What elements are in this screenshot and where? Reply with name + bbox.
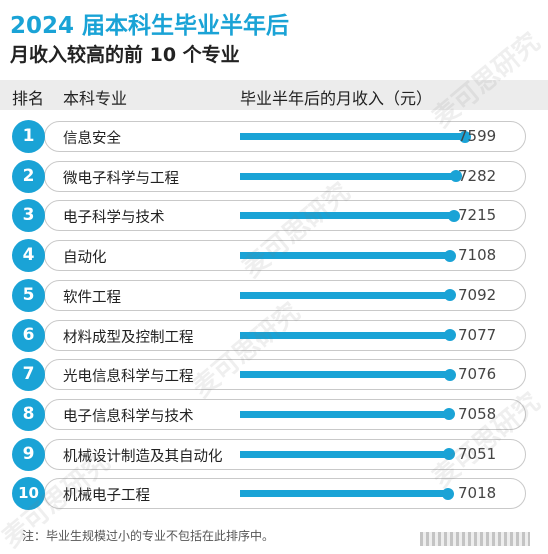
income-value-label: 7076 (458, 365, 497, 384)
watermark: 麦可思研究 (423, 23, 546, 135)
income-bar (240, 291, 450, 299)
bar-track (240, 329, 465, 341)
table-row: 2 微电子科学与工程 7282 (0, 159, 548, 194)
table-row: 6 材料成型及控制工程 7077 (0, 318, 548, 353)
income-value-label: 7215 (458, 206, 497, 225)
bar-end-dot (443, 368, 456, 381)
page-title: 2024 届本科生毕业半年后 (10, 13, 290, 39)
income-value-label: 7092 (458, 285, 497, 304)
major-label: 光电信息科学与工程 (63, 369, 194, 386)
major-label: 自动化 (63, 250, 107, 267)
table-row: 1 信息安全 7599 (0, 120, 548, 154)
bar-track (240, 368, 465, 381)
income-bar (240, 252, 451, 260)
income-value-label: 7051 (458, 444, 497, 463)
bar-end-dot (444, 249, 457, 262)
bar-end-dot (443, 329, 456, 341)
page-subtitle: 月收入较高的前 10 个专业 (10, 44, 240, 66)
bar-end-dot (442, 448, 455, 461)
bar-end-dot (447, 209, 460, 222)
table-row: 7 光电信息科学与工程 7076 (0, 358, 548, 392)
income-bar (240, 212, 454, 220)
table-row: 9 机械设计制造及其自动化 7051 (0, 437, 548, 472)
rank-badge: 2 (12, 159, 45, 193)
income-bar (240, 410, 449, 418)
income-value-label: 7599 (458, 127, 497, 145)
column-header-major: 本科专业 (63, 89, 128, 108)
income-bar (240, 133, 465, 140)
rank-badge: 9 (12, 437, 45, 471)
bar-end-dot (459, 130, 471, 143)
table-row: 5 软件工程 7092 (0, 278, 548, 313)
bar-track (240, 209, 465, 222)
rank-badge: 5 (12, 278, 45, 312)
bar-track (240, 170, 465, 183)
major-label: 机械设计制造及其自动化 (63, 448, 223, 465)
bar-track (240, 487, 465, 500)
table-row: 8 电子信息科学与技术 7058 (0, 397, 548, 432)
income-bar (240, 371, 450, 379)
footnote: 注：毕业生规模过小的专业不包括在此排序中。 (22, 529, 275, 543)
table-row: 3 电子科学与技术 7215 (0, 199, 548, 233)
rank-badge: 8 (12, 397, 45, 431)
bar-track (240, 408, 465, 421)
major-label: 电子信息科学与技术 (63, 408, 194, 425)
income-value-label: 7058 (458, 404, 497, 423)
bar-end-dot (441, 487, 454, 500)
income-bar (240, 172, 456, 180)
column-header-rank: 排名 (12, 89, 45, 108)
major-label: 机械电子工程 (63, 488, 150, 505)
rank-badge: 1 (12, 120, 45, 153)
rank-badge: 10 (12, 477, 45, 511)
bar-end-dot (443, 289, 456, 302)
income-value-label: 7282 (458, 166, 497, 185)
income-bar (240, 450, 449, 458)
bar-end-dot (449, 170, 462, 183)
income-bar (240, 331, 450, 339)
rank-badge: 7 (12, 358, 45, 392)
income-bar (240, 490, 448, 498)
column-header-value: 毕业半年后的月收入（元） (240, 89, 433, 108)
income-value-label: 7077 (458, 325, 497, 344)
rank-badge: 3 (12, 199, 45, 233)
income-value-label: 7018 (458, 484, 497, 503)
major-label: 电子科学与技术 (63, 210, 165, 227)
major-label: 软件工程 (63, 289, 121, 306)
redacted-credit (420, 532, 530, 546)
rank-badge: 4 (12, 239, 45, 273)
table-row: 4 自动化 7108 (0, 239, 548, 273)
bar-track (240, 289, 465, 302)
bar-track (240, 249, 465, 262)
bar-track (240, 130, 471, 143)
major-label: 微电子科学与工程 (63, 170, 179, 187)
bar-end-dot (442, 408, 455, 421)
major-label: 信息安全 (63, 131, 121, 147)
rank-badge: 6 (12, 318, 45, 352)
major-label: 材料成型及控制工程 (63, 329, 194, 346)
column-header-bar (0, 80, 548, 110)
income-value-label: 7108 (458, 246, 497, 265)
bar-track (240, 448, 465, 461)
table-row: 10 机械电子工程 7018 (0, 477, 548, 511)
